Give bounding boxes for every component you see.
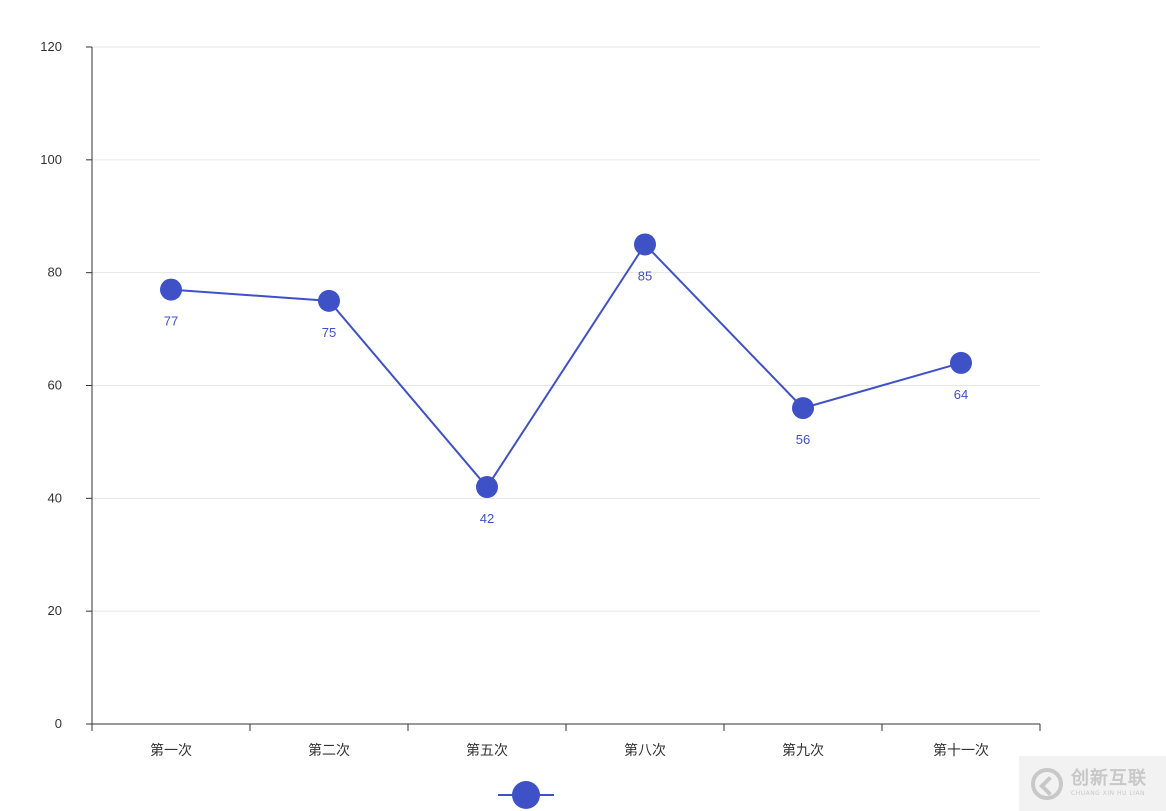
axes	[86, 46, 1041, 731]
data-label: 77	[164, 314, 178, 329]
watermark-sub-text: CHUANG XIN HU LIAN	[1071, 790, 1146, 797]
series-layer	[160, 233, 972, 499]
data-point[interactable]	[792, 397, 814, 420]
data-label: 64	[954, 387, 968, 402]
x-tick-label: 第五次	[466, 742, 508, 759]
grid-lines	[92, 46, 1040, 612]
x-tick-label: 第十一次	[933, 742, 989, 759]
watermark-text: 创新互联 CHUANG XIN HU LIAN	[1071, 770, 1147, 797]
y-tick-label: 40	[48, 490, 62, 505]
x-axis-tick-labels: 第一次 第二次 第五次 第八次 第九次 第十一次	[150, 742, 989, 759]
data-point[interactable]	[950, 351, 972, 374]
data-label: 42	[480, 511, 494, 526]
data-label: 56	[796, 432, 810, 447]
series-line	[170, 242, 962, 489]
y-tick-label: 100	[40, 152, 62, 167]
y-axis-tick-labels: 0 20 40 60 80 100 120	[40, 39, 62, 731]
data-point[interactable]	[318, 289, 340, 312]
x-tick-label: 第一次	[150, 742, 192, 759]
x-tick-label: 第二次	[308, 742, 350, 759]
data-point[interactable]	[476, 476, 498, 499]
y-tick-label: 80	[48, 265, 62, 280]
data-label: 85	[638, 268, 652, 283]
watermark: 创新互联 CHUANG XIN HU LIAN	[1019, 756, 1166, 811]
legend-marker[interactable]	[512, 781, 540, 809]
y-tick-label: 20	[48, 603, 62, 618]
data-label: 75	[322, 325, 336, 340]
y-tick-label: 60	[48, 378, 62, 393]
watermark-logo-icon	[1031, 767, 1063, 800]
data-labels: 77 75 42 85 56 64	[164, 268, 968, 526]
y-tick-label: 120	[40, 39, 62, 54]
y-tick-label: 0	[55, 716, 62, 731]
watermark-main-text: 创新互联	[1071, 768, 1147, 789]
x-tick-label: 第八次	[624, 742, 666, 759]
data-point[interactable]	[160, 278, 182, 301]
data-point[interactable]	[634, 233, 656, 256]
legend[interactable]	[498, 781, 554, 809]
x-tick-label: 第九次	[782, 742, 824, 759]
